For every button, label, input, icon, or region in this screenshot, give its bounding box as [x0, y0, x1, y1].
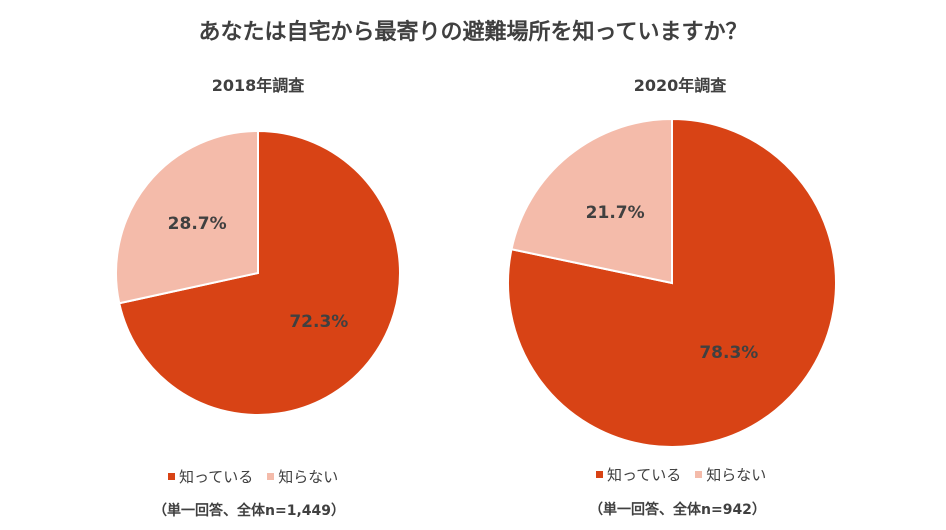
- legend-swatch-dont-know: [267, 473, 275, 480]
- chart-title: あなたは自宅から最寄りの避難場所を知っていますか？: [198, 20, 748, 45]
- legend-item-dont-know: 知らない: [267, 466, 338, 487]
- data-label-know: 72.3%: [289, 312, 348, 332]
- pie-chart-2018: 2018年調査 72.3% 28.7% 知っている 知らない （単一回答、全体n=…: [115, 76, 401, 519]
- legend-label-know: 知っている: [607, 466, 682, 484]
- data-label-dont-know: 21.7%: [586, 203, 645, 223]
- legend-item-know: 知っている: [168, 466, 253, 487]
- pie-slice-dont-know: [115, 129, 259, 305]
- legend-2018: 知っている 知らない: [168, 466, 346, 487]
- pie-svg-2020: 78.3% 21.7%: [507, 117, 837, 448]
- legend-2020: 知っている 知らない: [596, 464, 774, 485]
- legend-item-dont-know: 知らない: [695, 464, 766, 485]
- legend-swatch-know: [168, 473, 175, 480]
- pie-slice-dont-know: [510, 117, 673, 285]
- data-label-dont-know: 28.7%: [168, 214, 227, 234]
- legend-swatch-know: [596, 471, 603, 478]
- pie-chart-2020: 2020年調査 78.3% 21.7% 知っている 知らない （単一回答、全体n=…: [473, 0, 946, 530]
- legend-label-know: 知っている: [179, 468, 254, 486]
- chart-subtitle-2020: 2020年調査: [633, 76, 727, 95]
- legend-item-know: 知っている: [596, 464, 681, 485]
- data-label-know: 78.3%: [699, 343, 758, 363]
- pie-slice-know: [118, 129, 401, 416]
- sample-note-2018: （単一回答、全体n=1,449）: [153, 503, 345, 519]
- legend-swatch-dont-know: [695, 471, 703, 478]
- pie-slice-know: [507, 117, 837, 448]
- legend-label-dont-know: 知らない: [278, 468, 339, 486]
- chart-subtitle-2018: 2018年調査: [211, 76, 305, 95]
- legend-label-dont-know: 知らない: [706, 466, 767, 484]
- sample-note-2020: （単一回答、全体n=942）: [589, 502, 766, 518]
- pie-svg-2018: 72.3% 28.7%: [115, 129, 401, 416]
